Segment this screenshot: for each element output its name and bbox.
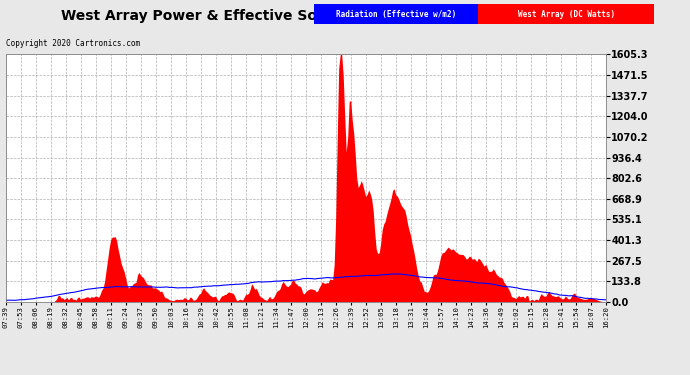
Text: Radiation (Effective w/m2): Radiation (Effective w/m2) (336, 10, 456, 18)
Text: Copyright 2020 Cartronics.com: Copyright 2020 Cartronics.com (6, 39, 139, 48)
Text: West Array (DC Watts): West Array (DC Watts) (518, 10, 615, 18)
Text: West Array Power & Effective Solar Radiation Thu Jan 9 16:21: West Array Power & Effective Solar Radia… (61, 9, 546, 23)
